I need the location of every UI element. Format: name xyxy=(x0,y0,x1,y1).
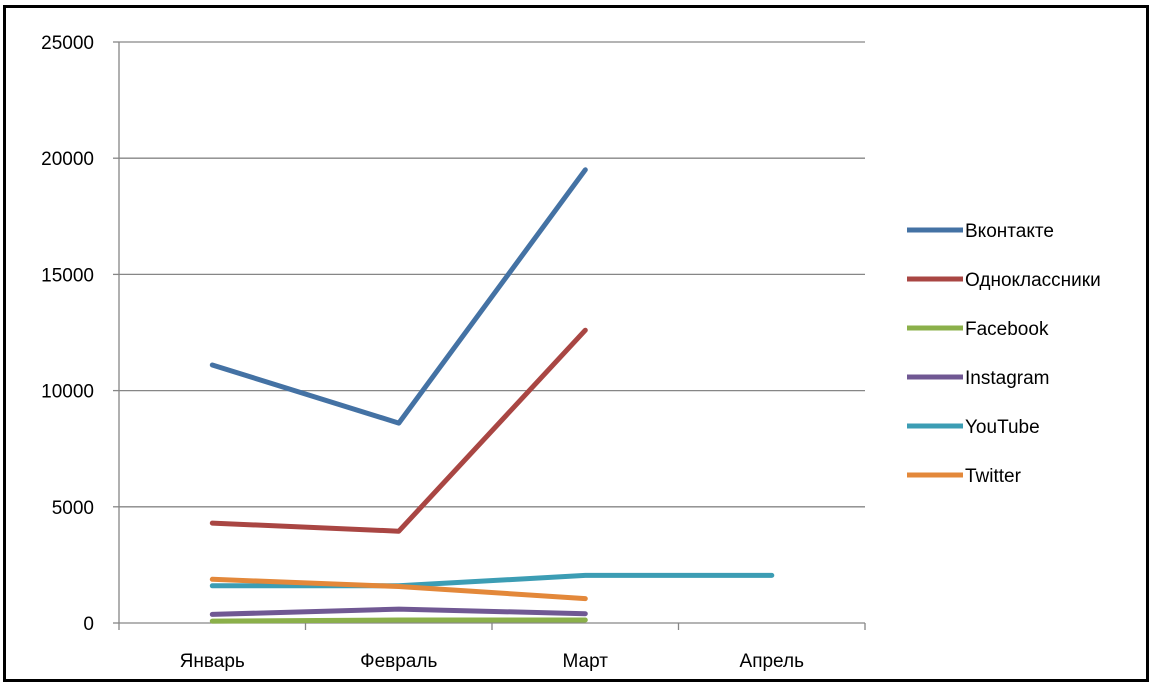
legend-label: Instagram xyxy=(965,368,1049,389)
series-line-1 xyxy=(209,327,588,534)
y-tick-label: 25000 xyxy=(41,33,94,54)
x-tick-label: Март xyxy=(563,651,609,672)
legend-label: YouTube xyxy=(965,417,1040,438)
legend-label: Twitter xyxy=(965,466,1022,487)
gridlines xyxy=(119,41,865,508)
y-tick-label: 0 xyxy=(83,614,94,635)
legend-label: Одноклассники xyxy=(965,270,1101,291)
y-tick-label: 20000 xyxy=(41,149,94,170)
y-tick-label: 5000 xyxy=(52,498,94,519)
legend-label: Facebook xyxy=(965,319,1049,340)
y-tick-label: 10000 xyxy=(41,382,94,403)
axes xyxy=(113,41,866,630)
series-line-2 xyxy=(209,617,588,624)
x-tick-label: Февраль xyxy=(360,651,437,672)
y-tick-labels: 0 5000 10000 15000 20000 25000 xyxy=(41,33,94,635)
x-tick-label: Январь xyxy=(180,651,245,672)
legend: Вконтакте Одноклассники Facebook Instagram Y… xyxy=(907,221,1101,487)
y-tick-label: 15000 xyxy=(41,265,94,286)
legend-label: Вконтакте xyxy=(965,221,1054,242)
x-tick-label: Апрель xyxy=(740,651,805,672)
series-lines xyxy=(209,167,775,624)
series-line-0 xyxy=(209,167,588,426)
series-line-4 xyxy=(209,572,775,589)
series-line-3 xyxy=(209,606,588,617)
x-tick-labels: Январь Февраль Март Апрель xyxy=(180,651,804,672)
series-line-5 xyxy=(209,576,588,602)
